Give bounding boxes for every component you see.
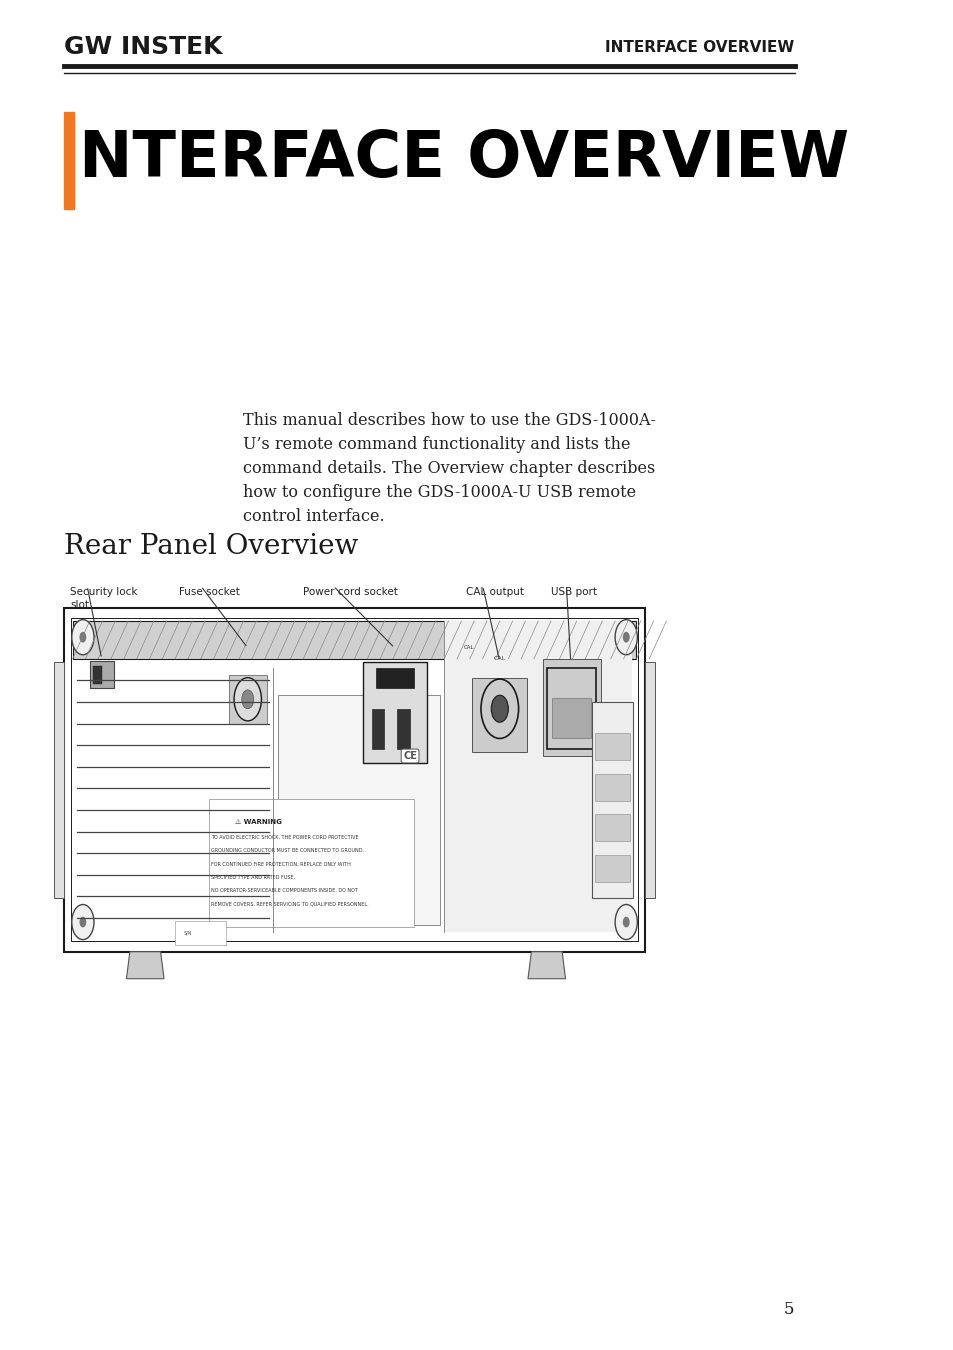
Text: GW INSTEK: GW INSTEK	[64, 35, 222, 59]
Bar	[93, 666, 102, 684]
Bar	[592, 702, 633, 898]
Text: NTERFACE OVERVIEW: NTERFACE OVERVIEW	[79, 128, 849, 190]
Text: INTERFACE OVERVIEW: INTERFACE OVERVIEW	[604, 39, 794, 55]
Bar	[595, 814, 629, 841]
Polygon shape	[527, 952, 565, 979]
Circle shape	[71, 904, 94, 940]
Text: Power cord socket: Power cord socket	[303, 587, 397, 597]
Text: Fuse socket: Fuse socket	[179, 587, 240, 597]
Text: NO OPERATOR-SERVICEABLE COMPONENTS INSIDE. DO NOT: NO OPERATOR-SERVICEABLE COMPONENTS INSID…	[211, 888, 357, 894]
Text: USB port: USB port	[551, 587, 597, 597]
Bar	[595, 733, 629, 760]
Bar	[64, 608, 644, 952]
Circle shape	[615, 904, 637, 940]
Circle shape	[491, 695, 508, 722]
Bar	[53, 662, 64, 898]
Polygon shape	[127, 952, 164, 979]
Text: 5: 5	[783, 1301, 794, 1318]
Bar	[542, 659, 600, 756]
Text: GROUNDING CONDUCTOR MUST BE CONNECTED TO GROUND.: GROUNDING CONDUCTOR MUST BE CONNECTED TO…	[211, 848, 364, 853]
Text: CAL output: CAL output	[465, 587, 523, 597]
Bar	[72, 621, 636, 659]
Bar	[552, 698, 591, 738]
Circle shape	[241, 690, 253, 709]
Text: CAL: CAL	[494, 656, 505, 662]
Bar	[372, 709, 384, 749]
Circle shape	[71, 620, 94, 655]
Text: FOR CONTINUED FIRE PROTECTION, REPLACE ONLY WITH: FOR CONTINUED FIRE PROTECTION, REPLACE O…	[211, 861, 351, 867]
Bar	[90, 662, 113, 688]
Text: This manual describes how to use the GDS-1000A-
U’s remote command functionality: This manual describes how to use the GDS…	[243, 412, 656, 525]
Text: ⚠ WARNING: ⚠ WARNING	[234, 819, 281, 825]
Bar	[229, 675, 266, 724]
Bar	[209, 799, 414, 927]
Circle shape	[615, 620, 637, 655]
Circle shape	[233, 678, 261, 721]
Bar	[277, 695, 439, 925]
Text: CE: CE	[403, 751, 416, 761]
Text: Security lock
slot: Security lock slot	[70, 587, 137, 610]
Bar	[175, 921, 226, 945]
Text: Rear Panel Overview: Rear Panel Overview	[64, 533, 358, 560]
Circle shape	[79, 917, 86, 927]
Bar	[444, 621, 632, 931]
Text: CAL: CAL	[463, 645, 474, 651]
Text: SPECIFIED TYPE AND RATED FUSE.: SPECIFIED TYPE AND RATED FUSE.	[211, 875, 294, 880]
Bar	[546, 668, 596, 749]
Bar	[396, 709, 410, 749]
Bar	[644, 662, 655, 898]
Circle shape	[622, 632, 629, 643]
Bar	[375, 668, 414, 688]
Bar	[71, 618, 638, 941]
Circle shape	[79, 632, 86, 643]
Circle shape	[622, 917, 629, 927]
Bar	[472, 678, 527, 752]
Text: TO AVOID ELECTRIC SHOCK, THE POWER CORD PROTECTIVE: TO AVOID ELECTRIC SHOCK, THE POWER CORD …	[211, 834, 358, 840]
Bar	[595, 774, 629, 801]
Bar	[363, 662, 427, 763]
Text: REMOVE COVERS. REFER SERVICING TO QUALIFIED PERSONNEL.: REMOVE COVERS. REFER SERVICING TO QUALIF…	[211, 902, 368, 907]
Bar	[64, 112, 74, 209]
Text: S/N: S/N	[184, 930, 192, 936]
Bar	[595, 855, 629, 882]
